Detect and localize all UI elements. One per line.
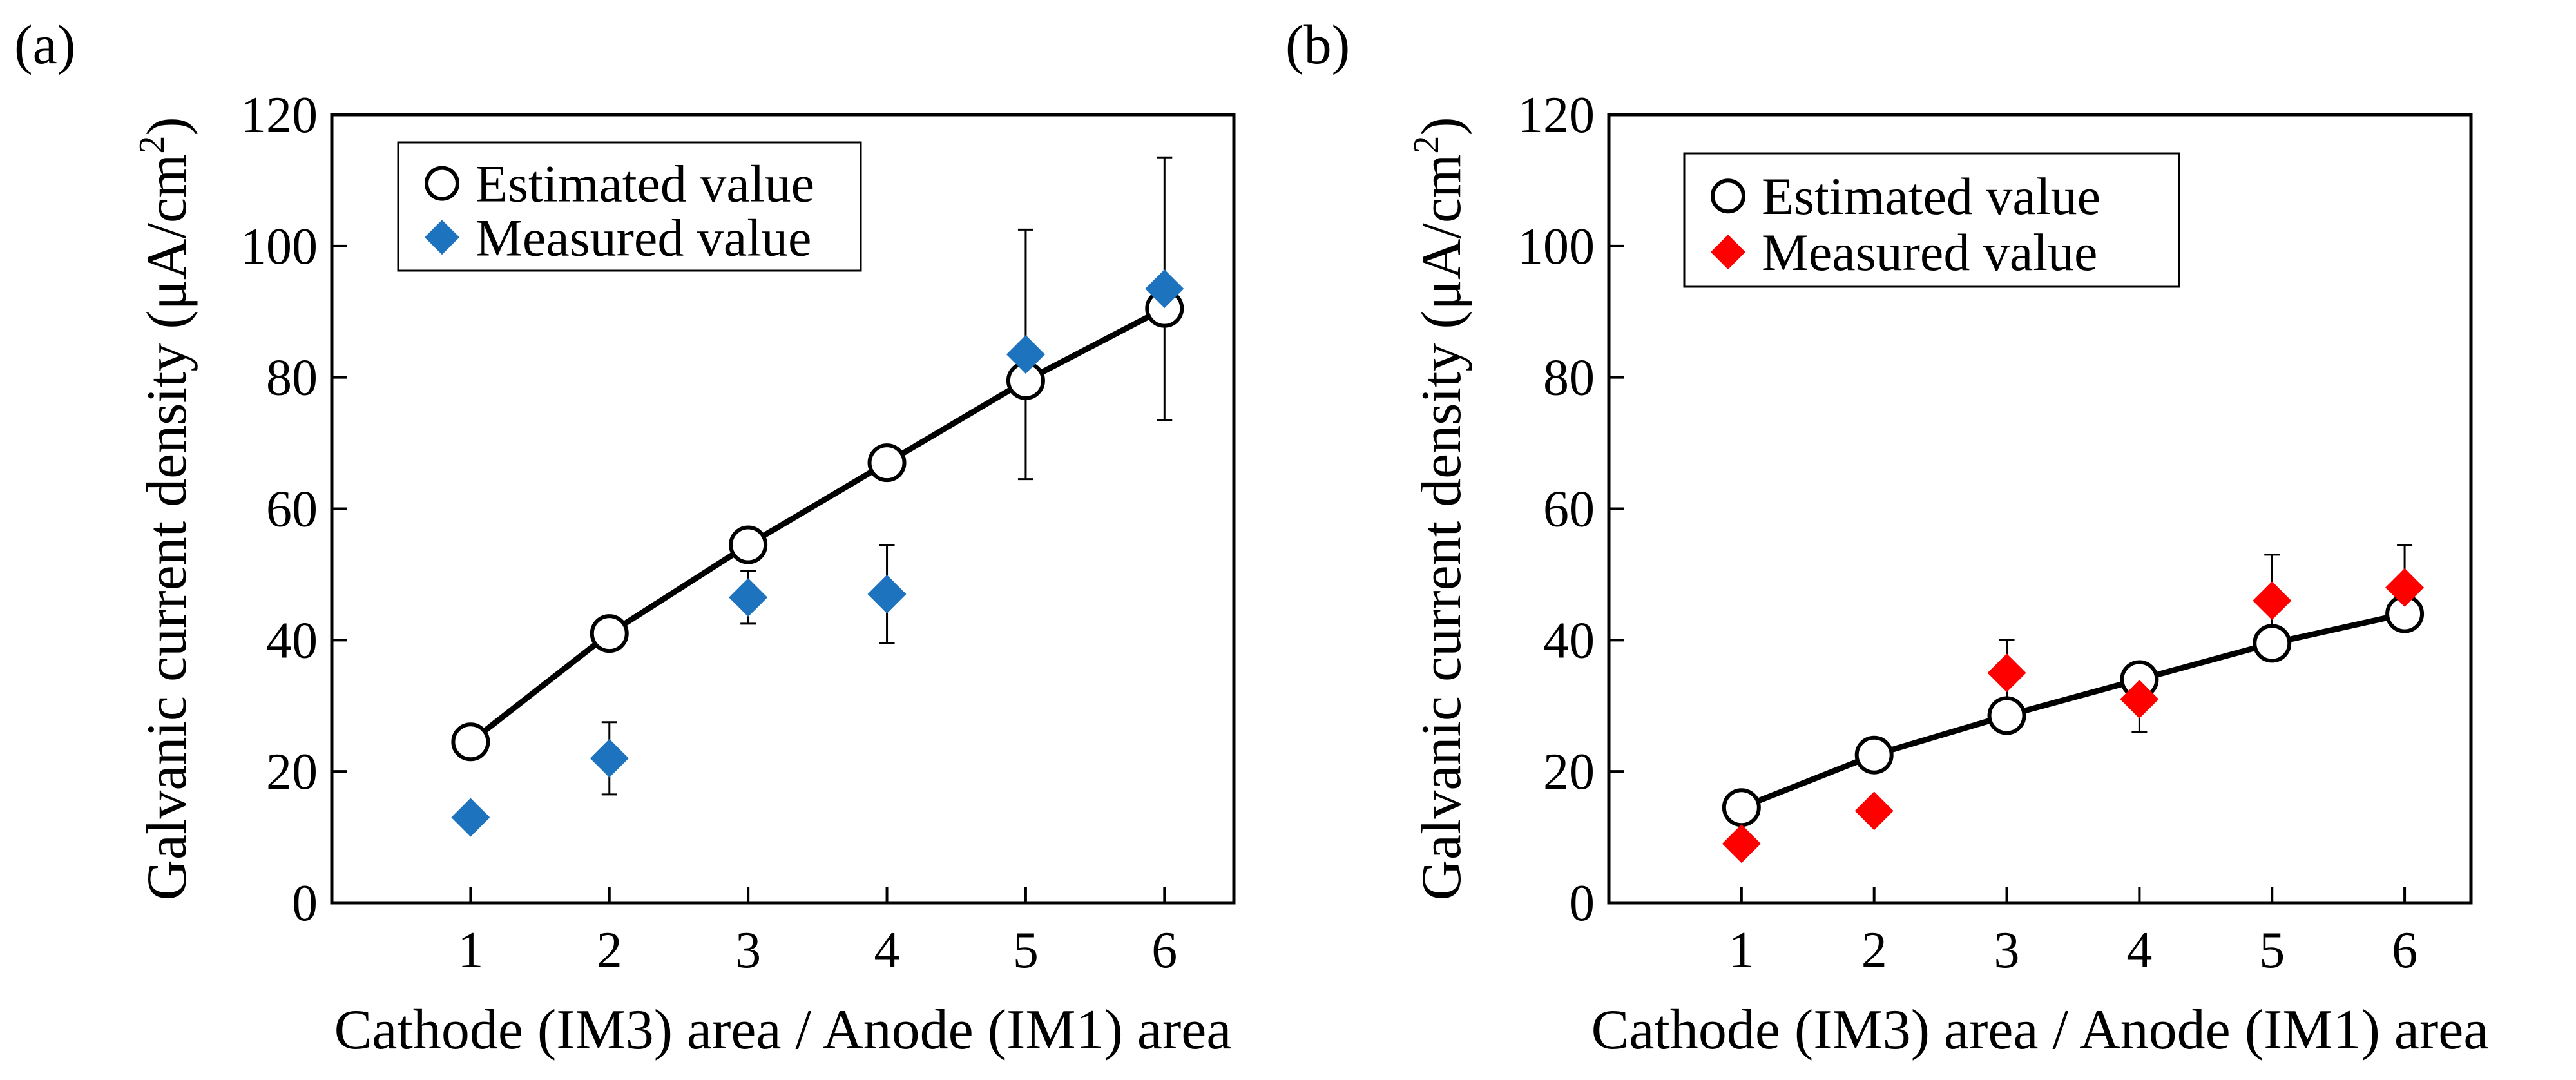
- estimated-point: [2253, 624, 2292, 663]
- x-tick-label: 5: [1013, 922, 1039, 979]
- y-tick-label: 80: [1543, 350, 1595, 407]
- measured-point: [1854, 791, 1894, 831]
- measured-point: [1987, 653, 2026, 693]
- measured-point: [1722, 824, 1761, 863]
- legend-circle-marker: [425, 166, 459, 201]
- measured-point: [2120, 680, 2159, 719]
- legend-diamond-marker: [1711, 235, 1745, 270]
- estimated-point: [729, 525, 768, 564]
- estimated-line: [1740, 611, 2406, 811]
- measured-point: [729, 578, 768, 617]
- x-tick-label: 1: [1729, 922, 1754, 979]
- measured-point: [451, 798, 490, 837]
- estimated-point: [867, 443, 907, 483]
- legend-label-measured: Measured value: [476, 208, 811, 267]
- legend-label-estimated: Estimated value: [476, 155, 814, 213]
- x-tick-label: 5: [2259, 922, 2285, 979]
- panel-label: (b): [1285, 14, 1350, 75]
- y-tick-label: 120: [1517, 87, 1595, 144]
- y-axis-label: Galvanic current density (μA/cm2): [132, 117, 198, 900]
- measured-point: [2253, 581, 2292, 621]
- x-tick-label: 6: [2392, 922, 2417, 979]
- y-tick-label: 20: [1543, 744, 1595, 800]
- y-tick-label: 0: [292, 875, 318, 932]
- legend-label-measured: Measured value: [1762, 223, 2097, 282]
- measured-point: [1006, 334, 1045, 374]
- x-tick-label: 4: [874, 922, 900, 979]
- x-tick-label: 3: [735, 922, 761, 979]
- y-tick-label: 120: [240, 87, 318, 144]
- estimated-point: [1722, 788, 1761, 827]
- y-tick-label: 40: [266, 612, 318, 669]
- estimated-point: [451, 722, 490, 762]
- estimated-point: [590, 614, 629, 653]
- y-tick-label: 100: [1517, 218, 1595, 275]
- y-tick-label: 100: [240, 218, 318, 275]
- panel-label: (a): [14, 14, 75, 75]
- y-tick-label: 60: [1543, 481, 1595, 538]
- measured-point: [867, 574, 907, 613]
- x-tick-label: 2: [597, 922, 622, 979]
- measured-point: [2385, 568, 2425, 607]
- y-tick-label: 20: [266, 744, 318, 800]
- legend-diamond-marker: [425, 220, 459, 255]
- legend-circle-marker: [1711, 178, 1745, 214]
- chart-panel-a: (a) 0 20 40 60 80 100 120 1 2 3 4 5 6 Cathode (IM3) ar…: [14, 14, 1236, 1061]
- y-tick-label: 60: [266, 481, 318, 538]
- estimated-point: [1854, 735, 1894, 775]
- legend-box: [1683, 152, 2180, 288]
- chart-panel-b: (b) 0 20 40 60 80 100 120 1 2 3 4 5 6 Cathode (IM3) ar…: [1285, 14, 2488, 1061]
- measured-point: [590, 738, 629, 778]
- x-tick-label: 4: [2126, 922, 2152, 979]
- x-tick-label: 2: [1861, 922, 1887, 979]
- estimated-point: [1987, 696, 2026, 735]
- y-tick-label: 40: [1543, 612, 1595, 669]
- y-tick-label: 80: [266, 350, 318, 407]
- y-tick-label: 0: [1569, 875, 1595, 932]
- measured-point: [1145, 269, 1184, 309]
- legend-box: [397, 141, 862, 272]
- x-axis-label: Cathode (IM3) area / Anode (IM1) area: [334, 999, 1232, 1061]
- x-tick-label: 3: [1994, 922, 2020, 979]
- x-tick-label: 6: [1151, 922, 1177, 979]
- legend-label-estimated: Estimated value: [1762, 167, 2100, 226]
- x-axis-label: Cathode (IM3) area / Anode (IM1) area: [1591, 999, 2489, 1061]
- estimated-line: [468, 305, 1166, 744]
- y-axis-label: Galvanic current density (μA/cm2): [1407, 117, 1473, 900]
- x-tick-label: 1: [457, 922, 483, 979]
